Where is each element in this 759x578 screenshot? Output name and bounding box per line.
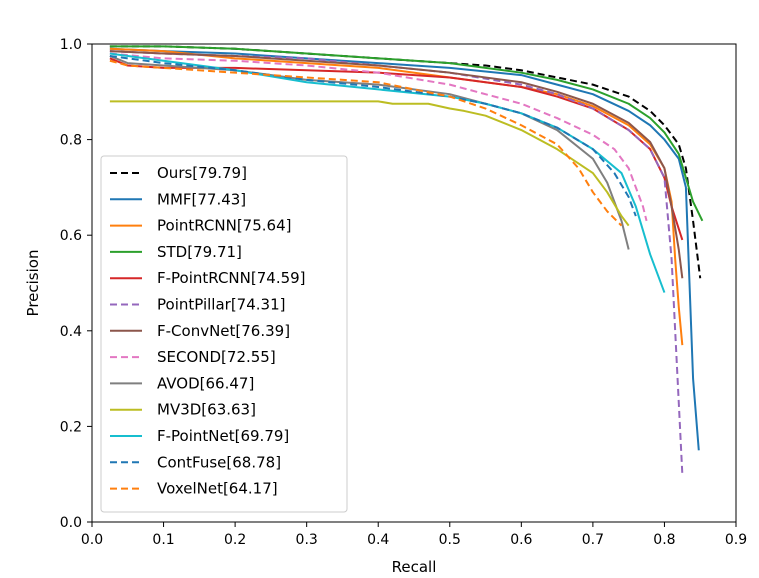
legend-label: ContFuse[68.78] (157, 453, 281, 471)
legend-label: VoxelNet[64.17] (157, 480, 278, 498)
legend-label: SECOND[72.55] (157, 348, 276, 366)
legend-label: F-PointNet[69.79] (157, 427, 289, 445)
ticks-layer: 0.0 0.1 0.2 0.3 0.4 0.5 0.6 0.7 0.8 0.9 0.0 0.2 0.4 0… (60, 37, 747, 548)
y-tick-label: 0.0 (60, 515, 82, 531)
y-tick-label: 0.4 (60, 324, 82, 340)
series-line-8 (109, 55, 630, 250)
legend-box (100, 155, 348, 513)
y-tick-label: 1.0 (60, 37, 82, 53)
series-line-1 (109, 47, 700, 451)
legend-label: PointPillar[74.31] (157, 296, 285, 314)
y-axis-label: Precision (24, 250, 42, 317)
series-line-9 (109, 100, 630, 227)
x-tick-label: 0.2 (224, 532, 246, 548)
x-tick-label: 0.6 (510, 532, 532, 548)
series-line-7 (109, 52, 648, 222)
x-tick-label: 0.4 (367, 532, 389, 548)
legend-label: F-PointRCNN[74.59] (157, 269, 306, 287)
x-tick-label: 0.0 (81, 532, 103, 548)
x-tick-label: 0.1 (152, 532, 174, 548)
legend-label: STD[79.71] (157, 243, 242, 261)
x-tick-label: 0.3 (296, 532, 318, 548)
x-tick-label: 0.8 (653, 532, 675, 548)
legend-label: F-ConvNet[76.39] (157, 322, 290, 340)
legend-label: MMF[77.43] (157, 190, 246, 208)
series-line-6 (109, 50, 684, 279)
y-tick-label: 0.2 (60, 419, 82, 435)
x-tick-label: 0.5 (439, 532, 461, 548)
legend-label: AVOD[66.47] (157, 374, 254, 392)
y-tick-label: 0.6 (60, 228, 82, 244)
axes-frame (91, 43, 737, 523)
x-tick-label: 0.9 (725, 532, 747, 548)
series-line-2 (109, 47, 684, 346)
legend-label: MV3D[63.63] (157, 401, 256, 419)
legend-label: Ours[79.79] (157, 164, 247, 182)
series-line-3 (109, 45, 704, 222)
series-line-5 (109, 50, 684, 475)
plot-frame (91, 43, 737, 523)
series-layer (109, 45, 704, 475)
y-tick-label: 0.8 (60, 133, 82, 149)
series-line-11 (109, 54, 637, 217)
series-line-12 (109, 59, 623, 227)
x-axis-label: Recall (392, 558, 437, 576)
legend-label: PointRCNN[75.64] (157, 217, 291, 235)
x-tick-label: 0.7 (582, 532, 604, 548)
legend: Ours[79.79] MMF[77.43] PointRCNN[75.64] STD… (100, 155, 348, 513)
